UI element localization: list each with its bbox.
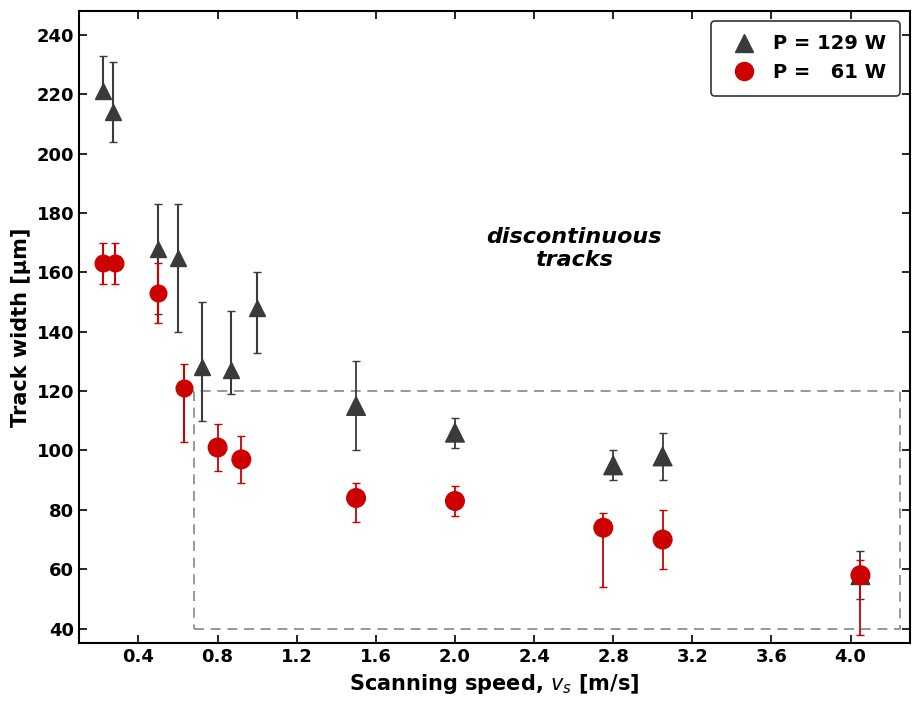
Point [448, 427, 462, 438]
Legend: P = 129 W, P =   61 W: P = 129 W, P = 61 W [711, 21, 900, 95]
X-axis label: Scanning speed, $\mathit{v_s}$ [m/s]: Scanning speed, $\mathit{v_s}$ [m/s] [349, 672, 639, 696]
Point [448, 496, 462, 507]
Point [349, 400, 364, 411]
Point [234, 454, 249, 465]
Point [655, 534, 670, 545]
Point [596, 522, 611, 533]
Point [853, 570, 868, 581]
Text: discontinuous
tracks: discontinuous tracks [486, 227, 661, 270]
Y-axis label: Track width [μm]: Track width [μm] [11, 228, 31, 427]
Point [606, 460, 621, 471]
Point [655, 451, 670, 462]
Point [349, 492, 364, 503]
Bar [194, 391, 900, 629]
Point [853, 570, 868, 581]
Point [210, 442, 225, 453]
